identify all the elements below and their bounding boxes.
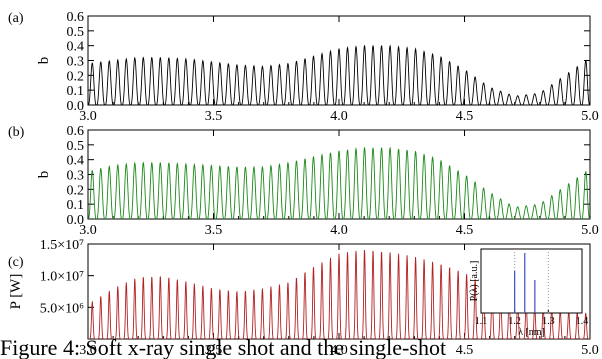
panel-b-xtick-label: 4.0 bbox=[330, 223, 348, 238]
inset-xtick-label: 1.4 bbox=[576, 316, 589, 327]
panel-a-ytick-label: 0.3 bbox=[67, 55, 85, 70]
panel-a-ytick-label: 0.4 bbox=[67, 40, 85, 55]
inset-xtick-label: 1.2 bbox=[508, 316, 521, 327]
panel-b-ytick-label: 0.2 bbox=[67, 183, 85, 198]
inset-spectrum: 1.1 1.2 1.3 1.4λ [nm]P(λ) [a.u.] bbox=[469, 249, 588, 338]
panel-b-ytick-label: 0.4 bbox=[67, 154, 85, 169]
inset-ylabel: P(λ) [a.u.] bbox=[469, 261, 480, 302]
panel-a: (a)b3.0 3.5 4.0 4.5 5.00.00.10.20.30.40.50.6 bbox=[8, 10, 599, 124]
panel-b-series-line bbox=[88, 148, 590, 219]
panel-a-xtick-label: 3.5 bbox=[205, 109, 223, 124]
panel-c-ylabel: P [W] bbox=[8, 274, 24, 310]
inset-frame bbox=[481, 249, 582, 313]
panel-c-ytick-label: 5.0×10⁶ bbox=[40, 301, 84, 316]
panel-a-xtick-label: 4.5 bbox=[456, 109, 474, 124]
panel-a-frame bbox=[88, 16, 590, 105]
panel-b-xtick-label: 5.0 bbox=[581, 223, 599, 238]
panel-b-ytick-label: 0.1 bbox=[67, 198, 85, 213]
panel-b-ytick-label: 0.0 bbox=[67, 213, 85, 228]
panel-a-ytick-label: 0.1 bbox=[67, 84, 85, 99]
inset-xtick-label: 1.1 bbox=[475, 316, 488, 327]
panel-a-ylabel: b bbox=[36, 57, 52, 65]
panel-b-ytick-label: 0.3 bbox=[67, 169, 85, 184]
panel-b: (b)b3.0 3.5 4.0 4.5 5.00.00.10.20.30.40.50.6 bbox=[8, 124, 599, 238]
panel-b-frame bbox=[88, 130, 590, 219]
panel-a-xtick-label: 4.0 bbox=[330, 109, 348, 124]
panel-a-ytick-label: 0.6 bbox=[67, 10, 85, 25]
panel-a-ytick-label: 0.0 bbox=[67, 99, 85, 114]
panel-c-label: (c) bbox=[8, 255, 24, 270]
panel-a-ytick-label: 0.5 bbox=[67, 25, 85, 40]
panel-b-label: (b) bbox=[8, 125, 25, 140]
panel-a-xtick-label: 5.0 bbox=[581, 109, 599, 124]
panel-b-ytick-label: 0.6 bbox=[67, 124, 85, 139]
panel-b-xtick-label: 4.5 bbox=[456, 223, 474, 238]
panel-a-ytick-label: 0.2 bbox=[67, 69, 85, 84]
panel-c-ytick-label: 1.5×10⁷ bbox=[40, 238, 84, 253]
panel-b-ytick-label: 0.5 bbox=[67, 139, 85, 154]
panel-a-label: (a) bbox=[8, 11, 24, 26]
inset-xtick-label: 1.3 bbox=[542, 316, 555, 327]
panel-c-ytick-label: 1.0×10⁷ bbox=[40, 270, 84, 285]
caption-fragment: Figure 4: Soft x-ray single shot and the… bbox=[0, 337, 602, 359]
panel-a-series-line bbox=[88, 46, 590, 105]
panel-b-xtick-label: 3.5 bbox=[205, 223, 223, 238]
panel-b-ylabel: b bbox=[36, 171, 52, 179]
